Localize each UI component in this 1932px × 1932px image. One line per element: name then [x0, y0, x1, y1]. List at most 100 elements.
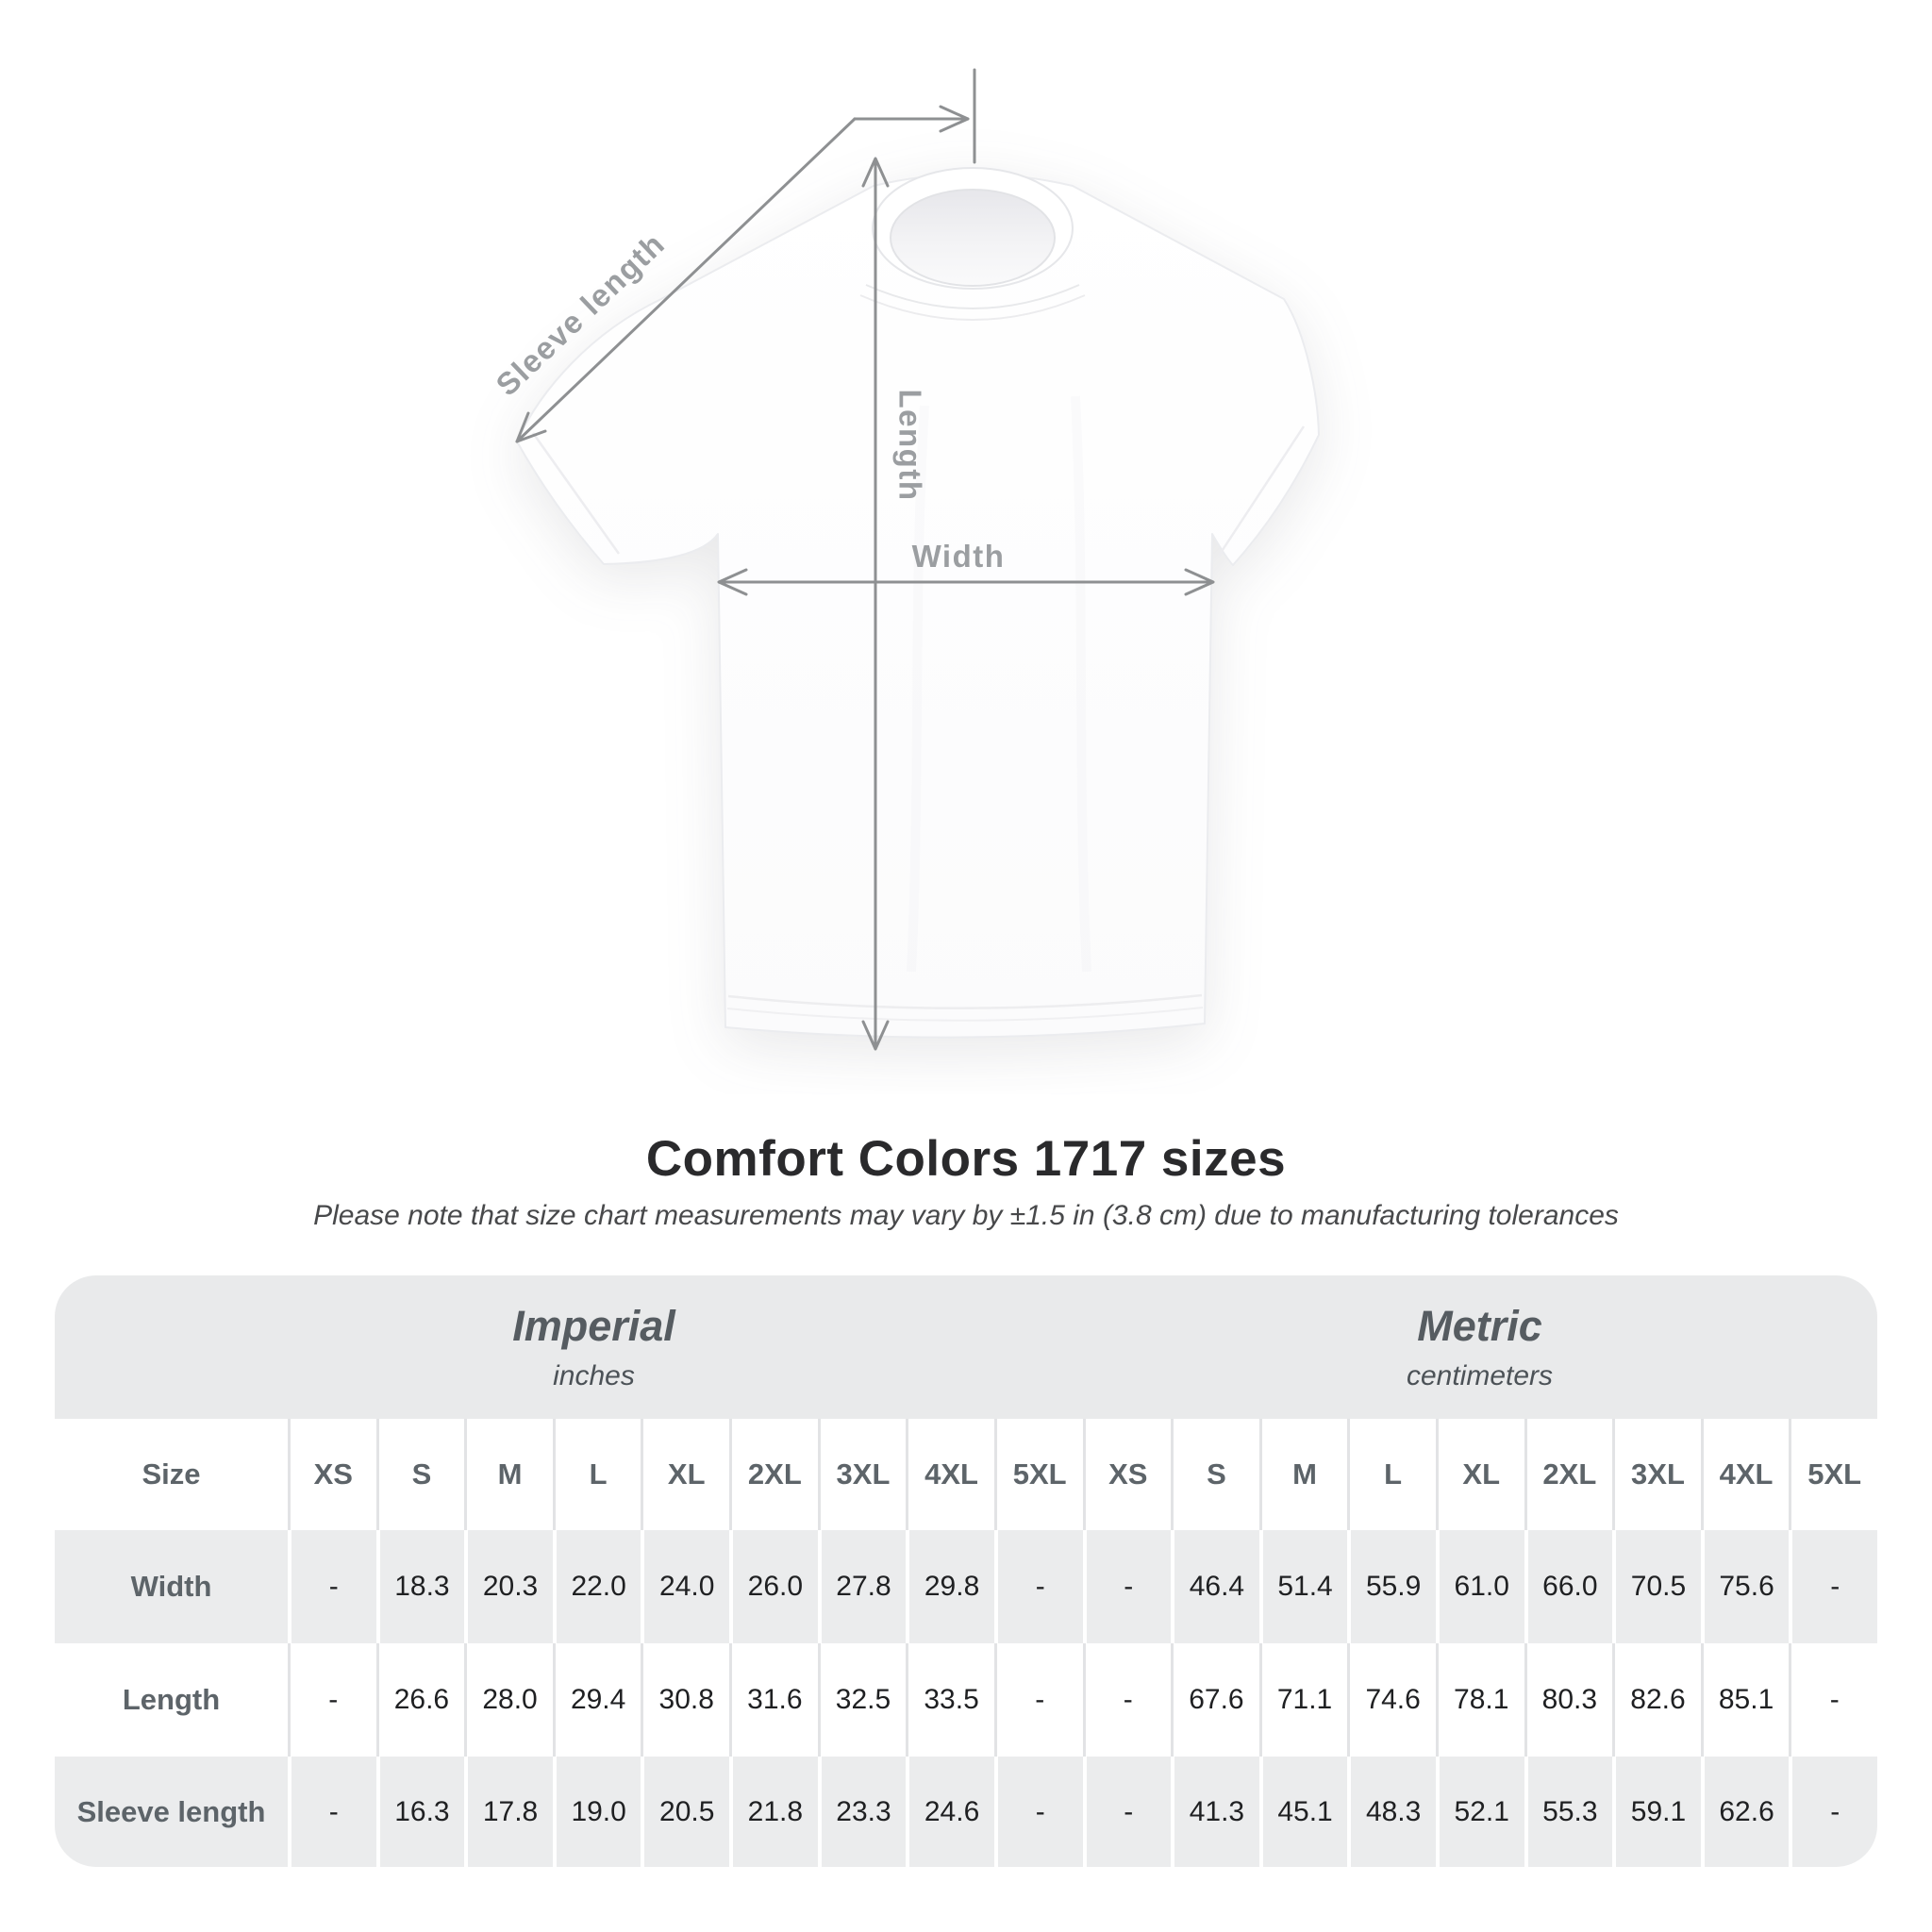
- value-cell: 82.6: [1612, 1643, 1701, 1757]
- value-cell: 71.1: [1258, 1643, 1348, 1757]
- row-label: Sleeve length: [76, 1794, 266, 1828]
- arrowhead-down: [861, 1020, 890, 1051]
- hem-stitch-line: [726, 1007, 1204, 1022]
- value-cell: -: [288, 1530, 376, 1643]
- value-cell: 17.8: [464, 1757, 553, 1867]
- value-cell: 67.6: [1171, 1643, 1259, 1757]
- value-cell: 45.1: [1258, 1757, 1348, 1867]
- size-header-cell: XL: [641, 1419, 729, 1530]
- metric-band-cell: Metric centimeters: [1082, 1275, 1877, 1419]
- value-cell: 26.0: [729, 1530, 818, 1643]
- value-cell: 19.0: [552, 1757, 641, 1867]
- metric-band-title: Metric: [1417, 1302, 1542, 1350]
- size-header-cell: 5XL: [1789, 1419, 1877, 1530]
- value-cell: 48.3: [1347, 1757, 1436, 1867]
- value-cell: 74.6: [1347, 1643, 1436, 1757]
- arrowhead-up: [861, 157, 890, 188]
- value-cell: 55.9: [1347, 1530, 1436, 1643]
- value-cell: 16.3: [375, 1757, 465, 1867]
- value-cell: -: [993, 1643, 1083, 1757]
- unit-band: Imperial inches Metric centimeters: [55, 1275, 1877, 1419]
- length-label: Length: [892, 390, 927, 502]
- value-cell: 85.1: [1700, 1643, 1790, 1757]
- size-column-header: Size: [142, 1457, 201, 1491]
- size-header-cell: S: [1171, 1419, 1259, 1530]
- value-cell: 27.8: [817, 1530, 907, 1643]
- left-cuff-seam: [531, 432, 621, 555]
- value-cell: 62.6: [1700, 1757, 1790, 1867]
- size-header-cell: 4XL: [1700, 1419, 1790, 1530]
- value-cell: 22.0: [552, 1530, 641, 1643]
- arrowhead-right: [1184, 568, 1215, 596]
- arrowhead-right: [939, 105, 970, 133]
- size-header-cell: XL: [1435, 1419, 1524, 1530]
- value-cell: 80.3: [1524, 1643, 1613, 1757]
- value-cell: 78.1: [1435, 1643, 1524, 1757]
- tshirt-graphic: [516, 167, 1320, 1039]
- tshirt-body: [516, 173, 1320, 1039]
- value-cell: 75.6: [1700, 1530, 1790, 1643]
- value-cell: -: [288, 1757, 376, 1867]
- value-cell: -: [1789, 1530, 1877, 1643]
- value-cell: 24.0: [641, 1530, 729, 1643]
- size-header-cell: L: [552, 1419, 641, 1530]
- value-cell: 51.4: [1258, 1530, 1348, 1643]
- value-cell: 52.1: [1435, 1757, 1524, 1867]
- value-cell: 66.0: [1524, 1530, 1613, 1643]
- value-cell: 41.3: [1171, 1757, 1259, 1867]
- size-header-cell: 5XL: [993, 1419, 1083, 1530]
- value-cell: -: [1789, 1757, 1877, 1867]
- measurement-annotations: [515, 68, 1215, 1051]
- value-cell: -: [993, 1530, 1083, 1643]
- size-header-cell: 2XL: [1524, 1419, 1613, 1530]
- arrowhead-down-left: [515, 411, 547, 443]
- table-row-sleeve-length: Sleeve length - 16.3 17.8 19.0 20.5 21.8…: [55, 1757, 1877, 1867]
- value-cell: -: [1082, 1530, 1172, 1643]
- hem-stitch-line: [727, 993, 1203, 1009]
- value-cell: 20.3: [464, 1530, 553, 1643]
- size-header-cell: S: [375, 1419, 465, 1530]
- value-cell: 61.0: [1435, 1530, 1524, 1643]
- arrowhead-left: [717, 568, 748, 596]
- value-cell: 24.6: [906, 1757, 994, 1867]
- value-cell: 33.5: [906, 1643, 994, 1757]
- value-cell: 46.4: [1171, 1530, 1259, 1643]
- value-cell: 26.6: [375, 1643, 465, 1757]
- imperial-band-unit: inches: [553, 1360, 635, 1391]
- collar-opening: [890, 189, 1056, 287]
- size-header-cell: XS: [1082, 1419, 1172, 1530]
- value-cell: 70.5: [1612, 1530, 1701, 1643]
- value-cell: 28.0: [464, 1643, 553, 1757]
- value-cell: -: [1082, 1757, 1172, 1867]
- value-cell: 20.5: [641, 1757, 729, 1867]
- value-cell: 30.8: [641, 1643, 729, 1757]
- value-cell: -: [993, 1757, 1083, 1867]
- right-cuff-seam: [1217, 425, 1306, 557]
- size-header-row: Size XS S M L XL 2XL 3XL 4XL 5XL XS S M …: [55, 1419, 1877, 1530]
- value-cell: 55.3: [1524, 1757, 1613, 1867]
- size-header-cell: 4XL: [906, 1419, 994, 1530]
- size-header-cell: XS: [288, 1419, 376, 1530]
- value-cell: 23.3: [817, 1757, 907, 1867]
- collar-stitch-line: [859, 294, 1086, 321]
- imperial-band-cell: Imperial inches: [55, 1275, 1082, 1419]
- size-header-cell: 2XL: [729, 1419, 818, 1530]
- collar-stitch-line: [865, 284, 1080, 309]
- width-label: Width: [912, 539, 1006, 574]
- value-cell: -: [288, 1643, 376, 1757]
- page-subtitle: Please note that size chart measurements…: [313, 1200, 1619, 1231]
- size-header-cell: 3XL: [817, 1419, 907, 1530]
- value-cell: 59.1: [1612, 1757, 1701, 1867]
- value-cell: 21.8: [729, 1757, 818, 1867]
- value-cell: -: [1082, 1643, 1172, 1757]
- sleeve-length-arrow: [515, 117, 857, 443]
- size-header-cell: M: [464, 1419, 553, 1530]
- size-header-cell: 3XL: [1612, 1419, 1701, 1530]
- value-cell: 31.6: [729, 1643, 818, 1757]
- row-label: Length: [122, 1683, 221, 1716]
- tshirt-diagram: Sleeve length Length Width: [489, 68, 1320, 1051]
- value-cell: 32.5: [817, 1643, 907, 1757]
- row-label: Width: [130, 1570, 212, 1603]
- value-cell: 18.3: [375, 1530, 465, 1643]
